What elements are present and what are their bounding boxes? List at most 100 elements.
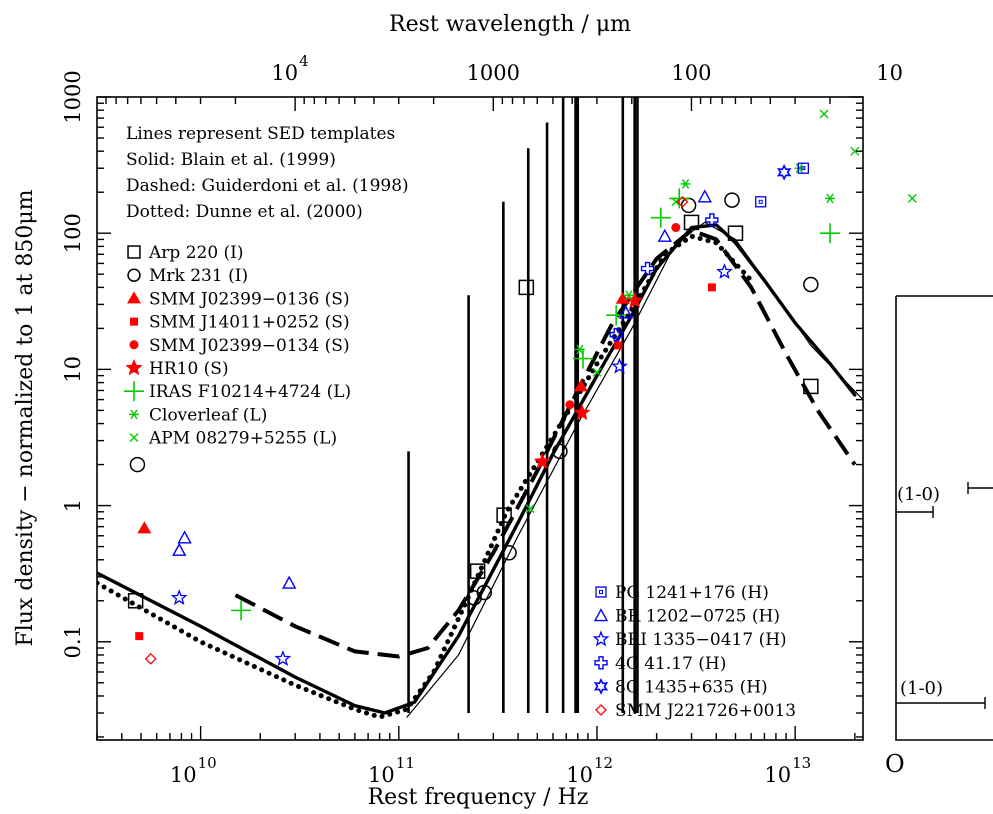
y-tick-label: 1000 xyxy=(61,70,85,123)
y-tick-label: 1 xyxy=(61,499,85,512)
sed-curve-dotted xyxy=(97,233,754,720)
annotation-line: Lines represent SED templates xyxy=(126,124,395,144)
x-tick-label: 10 13 xyxy=(764,754,811,787)
legend-marker xyxy=(593,608,609,622)
legend-label: Arp 220 (I) xyxy=(148,243,244,263)
point-3-0 xyxy=(135,632,144,641)
x2-tick-label: 10 xyxy=(876,61,903,85)
y-tick-label: 100 xyxy=(61,213,85,253)
x2-tick-base: 10 xyxy=(271,61,298,85)
legend-marker xyxy=(129,433,139,443)
point-1-3 xyxy=(501,545,517,561)
legend-marker xyxy=(593,678,609,695)
y-tick-label: 10 xyxy=(61,356,85,383)
point-1-6 xyxy=(724,192,740,208)
point-0-1 xyxy=(469,563,486,579)
legend-marker xyxy=(127,291,141,304)
x-tick-label: 10 11 xyxy=(368,754,415,787)
point-6-2 xyxy=(606,305,627,326)
legend-label: Mrk 231 (I) xyxy=(149,266,248,286)
x2-tick-label: 10 4 xyxy=(271,52,308,85)
legend-label: APM 08279+5255 (L) xyxy=(148,429,337,449)
x-tick-base: 10 xyxy=(566,763,593,787)
side-label: O xyxy=(885,750,905,778)
plot-frame xyxy=(96,96,864,741)
x2-tick-label: 1000 xyxy=(467,61,520,85)
point-0-2 xyxy=(496,507,512,523)
legend-marker xyxy=(125,359,143,376)
point-7-3 xyxy=(794,163,805,174)
point-1-4 xyxy=(552,443,568,460)
point-5-1 xyxy=(573,403,591,421)
point-9-0 xyxy=(755,196,767,208)
x2-tick-exponent: 4 xyxy=(299,52,309,70)
point-0-0 xyxy=(127,593,144,609)
point-8-2 xyxy=(671,197,681,207)
x-tick-exponent: 13 xyxy=(792,754,811,772)
point-6-3 xyxy=(650,207,671,228)
x2-axis-label: Rest wavelength / μm xyxy=(389,12,631,37)
point-9-1 xyxy=(797,162,809,174)
legend-marker xyxy=(124,381,144,402)
point-4-1 xyxy=(671,223,681,233)
side-label: (1-0) xyxy=(900,678,943,699)
legend-label: SMM J221726+0013 xyxy=(615,701,796,721)
legend-marker xyxy=(129,340,139,350)
point-12-2 xyxy=(705,213,719,227)
x-tick-exponent: 11 xyxy=(396,754,415,772)
y-axis-label: Flux density − normalized to 1 at 850μm xyxy=(13,189,38,646)
side-errorbar-1 xyxy=(896,506,934,518)
point-8-5 xyxy=(907,193,917,203)
legend-marker xyxy=(130,317,138,326)
point-0-4 xyxy=(683,214,700,231)
point-1-1 xyxy=(466,590,482,606)
point-6-1 xyxy=(572,348,593,369)
legend-label: BRI 1335−0417 (H) xyxy=(615,630,787,650)
x-tick-exponent: 10 xyxy=(198,754,217,772)
point-2-2 xyxy=(615,291,630,304)
point-7-4 xyxy=(825,193,836,204)
x-tick-exponent: 12 xyxy=(594,754,613,772)
legend-label: BR 1202−0725 (H) xyxy=(615,607,780,627)
point-1-2 xyxy=(476,584,493,601)
point-10-2 xyxy=(282,575,297,589)
point-8-0 xyxy=(525,504,535,514)
point-5-2 xyxy=(626,291,644,308)
point-7-0 xyxy=(574,344,585,355)
x-tick-base: 10 xyxy=(764,763,791,787)
point-10-3 xyxy=(618,305,634,319)
point-12-0 xyxy=(609,327,623,342)
point-4-0 xyxy=(565,400,575,410)
point-8-4 xyxy=(850,146,860,156)
point-0-5 xyxy=(727,225,744,241)
legend-label: PG 1241+176 (H) xyxy=(615,583,769,603)
point-10-1 xyxy=(177,530,192,544)
point-1-7 xyxy=(803,276,819,293)
legend-marker xyxy=(592,630,610,647)
side-label: (1-0) xyxy=(897,484,940,505)
point-0-6 xyxy=(803,378,819,395)
x2-tick-label: 100 xyxy=(671,61,711,85)
point-8-3 xyxy=(819,109,829,119)
legend-label: Cloverleaf (L) xyxy=(149,405,267,425)
point-3-1 xyxy=(614,341,623,350)
y-tick-label: 0.1 xyxy=(61,625,85,658)
legend-marker xyxy=(127,245,141,259)
legend-marker xyxy=(595,704,607,716)
point-11-2 xyxy=(611,357,628,374)
point-11-0 xyxy=(170,589,188,606)
point-10-5 xyxy=(697,189,712,203)
legend-marker xyxy=(594,656,608,670)
point-8-1 xyxy=(592,367,602,377)
point-1-0 xyxy=(129,456,146,473)
side-errorbar-3 xyxy=(896,697,986,709)
legend-marker xyxy=(595,586,607,598)
point-0-3 xyxy=(518,279,535,296)
point-7-2 xyxy=(680,179,691,189)
legend-marker xyxy=(129,409,139,420)
side-errorbar-2 xyxy=(967,482,993,494)
x-tick-base: 10 xyxy=(170,763,197,787)
point-13-0 xyxy=(776,164,792,181)
point-12-1 xyxy=(640,261,655,276)
